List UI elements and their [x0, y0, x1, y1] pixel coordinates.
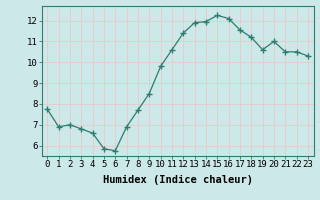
X-axis label: Humidex (Indice chaleur): Humidex (Indice chaleur) — [103, 175, 252, 185]
